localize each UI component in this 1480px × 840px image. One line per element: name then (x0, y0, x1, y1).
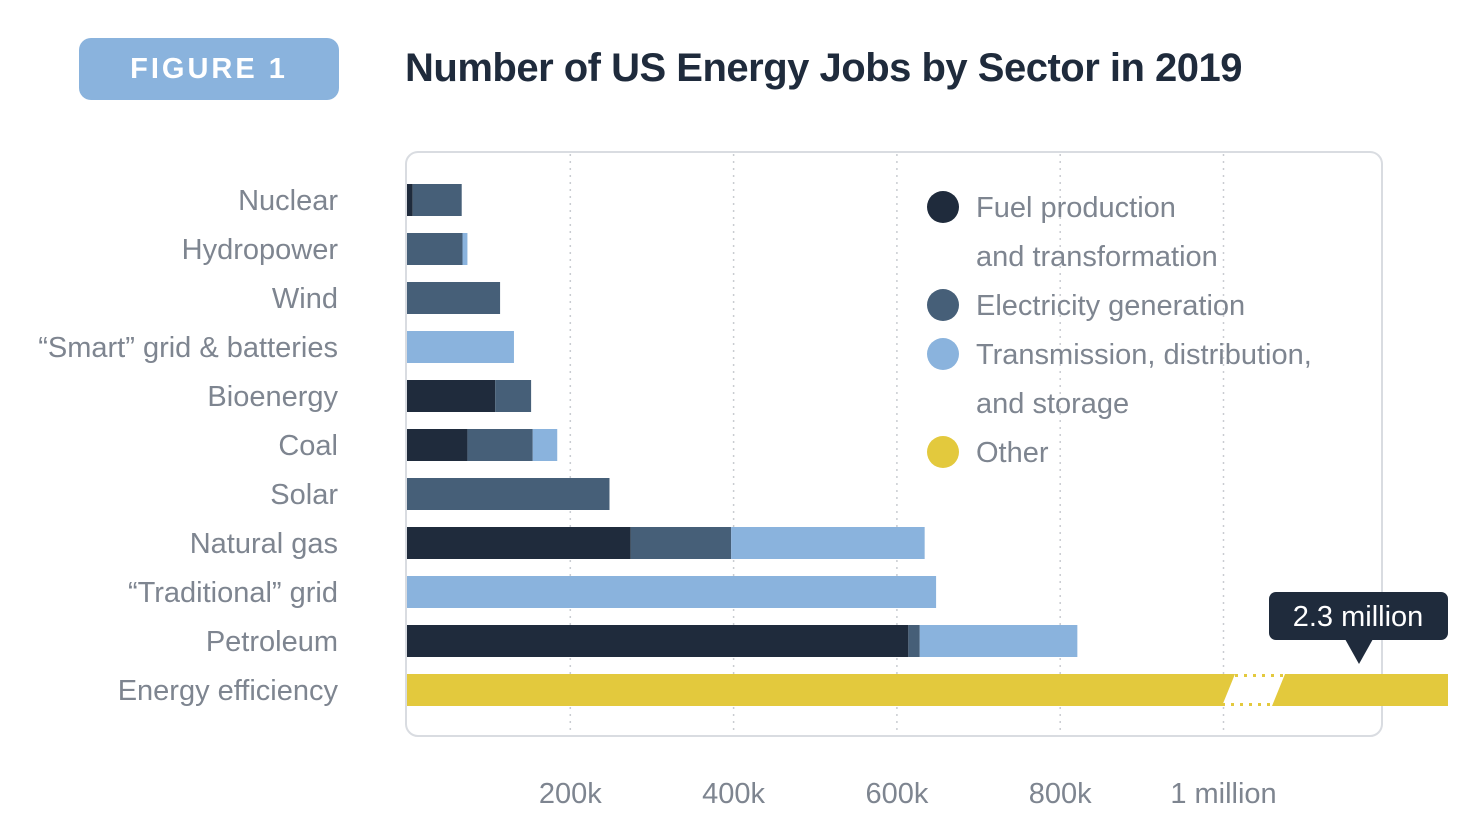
axis-break-gap (1222, 674, 1285, 706)
bar-segment (412, 184, 462, 216)
bar-segment (908, 625, 920, 657)
category-label: Natural gas (190, 528, 338, 560)
bar-segment (407, 380, 496, 412)
bar-segment (407, 331, 514, 363)
legend-label: and storage (976, 388, 1129, 420)
bar-segment (407, 674, 1448, 706)
category-label: Coal (278, 430, 338, 462)
bar-segment (407, 184, 413, 216)
bar-segment (407, 233, 463, 265)
category-label: Nuclear (238, 185, 338, 217)
category-label: Hydropower (182, 234, 339, 266)
bar-segment (532, 429, 558, 461)
bar-segment (462, 233, 468, 265)
x-tick-label: 600k (865, 778, 928, 810)
category-label: Bioenergy (207, 381, 338, 413)
legend-label: and transformation (976, 241, 1218, 273)
figure-badge: FIGURE 1 (79, 38, 339, 100)
category-label: “Traditional” grid (128, 577, 338, 609)
legend-label: Electricity generation (976, 290, 1245, 322)
callout-label: 2.3 million (1293, 601, 1424, 633)
bar-segment (407, 282, 501, 314)
bar-segment (407, 478, 610, 510)
bar-segment (495, 380, 532, 412)
x-tick-label: 800k (1029, 778, 1092, 810)
callout-box (1269, 592, 1448, 640)
legend-swatch (927, 436, 959, 468)
category-label: Solar (270, 479, 338, 511)
bar-segment (407, 576, 937, 608)
x-tick-label: 400k (702, 778, 765, 810)
legend-label: Other (976, 437, 1049, 469)
legend-swatch (927, 289, 959, 321)
category-label: Petroleum (206, 626, 338, 658)
x-tick-label: 200k (539, 778, 602, 810)
bar-segment (630, 527, 732, 559)
legend-swatch (927, 338, 959, 370)
bar-segment (467, 429, 533, 461)
bar-segment (407, 429, 468, 461)
bar-segment (731, 527, 925, 559)
plot-frame (405, 151, 1383, 737)
bar-segment (407, 527, 631, 559)
legend-label: Transmission, distribution, (976, 339, 1312, 371)
legend-label: Fuel production (976, 192, 1176, 224)
category-label: “Smart” grid & batteries (38, 332, 338, 364)
category-label: Energy efficiency (118, 675, 339, 707)
category-label: Wind (272, 283, 338, 315)
bar-segment (919, 625, 1078, 657)
callout-pointer (1345, 639, 1373, 664)
legend-swatch (927, 191, 959, 223)
bar-segment (407, 625, 909, 657)
chart-title: Number of US Energy Jobs by Sector in 20… (405, 46, 1243, 90)
x-tick-label: 1 million (1170, 778, 1276, 810)
